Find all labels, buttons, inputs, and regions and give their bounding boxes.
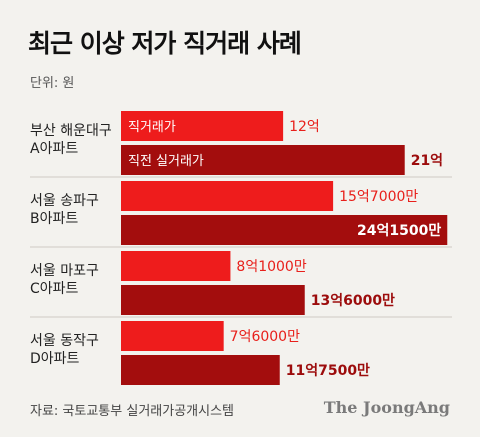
category-label: C아파트: [30, 281, 79, 297]
category-label: A아파트: [30, 141, 78, 157]
value-label-recent: 13억6000만: [311, 293, 395, 309]
category-label: B아파트: [30, 211, 78, 227]
value-label-direct: 12억: [289, 119, 320, 135]
unit-label: 단위: 원: [30, 76, 75, 91]
bar-direct: [121, 111, 284, 141]
category-label: 서울 마포구: [30, 263, 99, 279]
category-label: 서울 송파구: [30, 193, 99, 209]
category-label: 서울 동작구: [30, 333, 99, 349]
source-note: 자료: 국토교통부 실거래가공개시스템: [30, 404, 235, 419]
brand-logo: The JoongAng: [323, 398, 450, 417]
value-label-recent: 21억: [411, 153, 443, 169]
bar-direct: [121, 321, 224, 351]
bar-recent: [121, 215, 448, 245]
category-label: D아파트: [30, 351, 80, 367]
series-label-direct: 직거래가: [128, 120, 176, 135]
bar-recent: [121, 285, 305, 315]
value-label-recent: 11억7500만: [286, 363, 370, 379]
value-label-direct: 8억1000만: [236, 259, 306, 275]
value-label-direct: 15억7000만: [339, 189, 418, 205]
series-label-recent: 직전 실거래가: [128, 154, 204, 169]
bar-direct: [121, 181, 334, 211]
bar-direct: [121, 251, 231, 281]
value-label-recent: 24억1500만: [357, 223, 441, 239]
bar-recent: [121, 145, 405, 175]
value-label-direct: 7억6000만: [230, 329, 300, 345]
bar-recent: [121, 355, 280, 385]
category-label: 부산 해운대구: [30, 123, 112, 139]
chart-title: 최근 이상 저가 직거래 사례: [28, 29, 302, 58]
